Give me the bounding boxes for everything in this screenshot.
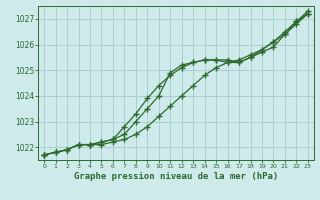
X-axis label: Graphe pression niveau de la mer (hPa): Graphe pression niveau de la mer (hPa) (74, 172, 278, 181)
